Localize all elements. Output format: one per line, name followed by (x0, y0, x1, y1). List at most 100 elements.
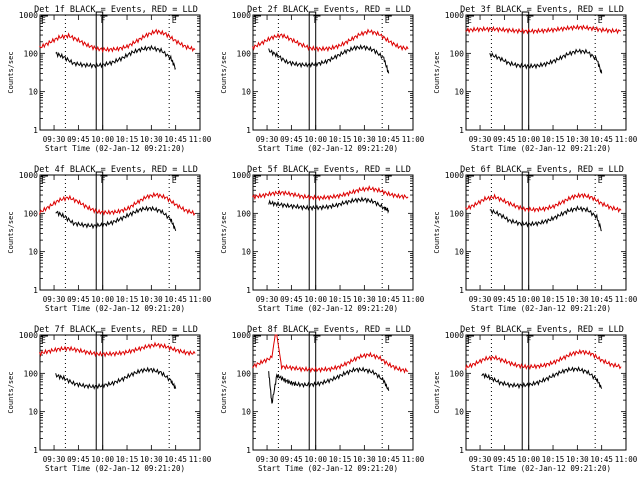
x-tick-label: 10:00 (517, 135, 540, 144)
x-tick-label: 09:45 (280, 455, 303, 464)
lld-series-line (39, 28, 196, 53)
flag-label: E (467, 16, 472, 25)
y-tick-label: 1 (459, 126, 464, 135)
x-tick-label: 10:45 (590, 455, 613, 464)
x-tick-label: 10:15 (329, 455, 352, 464)
flag-label: F (100, 176, 105, 185)
x-tick-label: 11:00 (189, 295, 212, 304)
flag-label: F (313, 16, 318, 25)
x-tick-label: 09:30 (469, 295, 492, 304)
lld-series-line (465, 348, 622, 371)
y-tick-label: 100 (24, 49, 39, 58)
x-tick-label: 10:45 (164, 295, 187, 304)
x-tick-label: 10:45 (590, 135, 613, 144)
x-tick-label: 09:30 (256, 455, 279, 464)
y-tick-label: 10 (28, 408, 38, 417)
flag-label: F (526, 16, 531, 25)
y-tick-label: 1000 (445, 171, 464, 180)
panel-det-2f: Det 2f BLACK = Events, RED = LLD 1 10 100 10… (220, 5, 425, 153)
events-series-line (55, 205, 177, 231)
y-tick-label: 100 (450, 49, 465, 58)
gap-marker-box (521, 331, 530, 451)
panel-det-4f: Det 4f BLACK = Events, RED = LLD 1 10 100 10… (7, 165, 212, 313)
x-tick-label: 11:00 (615, 135, 638, 144)
x-tick-label: 09:30 (469, 455, 492, 464)
flag-label: E (385, 176, 390, 185)
panel-title: Det 9f BLACK = Events, RED = LLD (460, 325, 624, 335)
plot-frame (39, 174, 201, 291)
y-tick-label: 1 (33, 126, 38, 135)
y-tick-label: 1000 (232, 171, 251, 180)
y-tick-label: 1000 (19, 171, 38, 180)
x-tick-label: 10:45 (590, 295, 613, 304)
lld-series-line (252, 334, 409, 374)
x-tick-label: 10:30 (566, 455, 589, 464)
panel-title: Det 1f BLACK = Events, RED = LLD (34, 5, 198, 15)
x-axis-label: Start Time (02-Jan-12 09:21:20) (45, 464, 185, 473)
events-series-line (55, 366, 177, 390)
y-tick-label: 1 (459, 286, 464, 295)
x-axis-label: Start Time (02-Jan-12 09:21:20) (471, 464, 611, 473)
x-tick-label: 10:15 (542, 455, 565, 464)
flag-label: E (41, 176, 46, 185)
y-axis-label: Counts/sec (433, 51, 441, 93)
y-tick-label: 100 (450, 209, 465, 218)
flag-label: E (598, 336, 603, 345)
x-tick-label: 10:30 (566, 295, 589, 304)
x-axis-label: Start Time (02-Jan-12 09:21:20) (258, 464, 398, 473)
plot-frame (465, 14, 627, 131)
x-tick-label: 10:00 (517, 455, 540, 464)
panel-det-7f: Det 7f BLACK = Events, RED = LLD 1 10 100 10… (7, 325, 212, 473)
x-tick-label: 10:45 (164, 455, 187, 464)
x-tick-label: 09:30 (256, 135, 279, 144)
plot-frame (252, 14, 414, 131)
panel-det-6f: Det 6f BLACK = Events, RED = LLD 1 10 100 10… (433, 165, 638, 313)
y-axis-label: Counts/sec (220, 211, 228, 253)
panel-title: Det 4f BLACK = Events, RED = LLD (34, 165, 198, 175)
panel-det-5f: Det 5f BLACK = Events, RED = LLD 1 10 100 10… (220, 165, 425, 313)
panel-title: Det 6f BLACK = Events, RED = LLD (460, 165, 624, 175)
y-axis-label: Counts/sec (433, 211, 441, 253)
y-tick-label: 1000 (445, 11, 464, 20)
x-axis-label: Start Time (02-Jan-12 09:21:20) (45, 304, 185, 313)
y-tick-label: 1000 (232, 11, 251, 20)
flag-label: E (254, 336, 259, 345)
y-tick-label: 1 (246, 286, 251, 295)
y-tick-label: 100 (450, 369, 465, 378)
x-tick-label: 10:45 (164, 135, 187, 144)
x-tick-label: 11:00 (615, 295, 638, 304)
x-tick-label: 10:15 (329, 295, 352, 304)
y-tick-label: 100 (24, 369, 39, 378)
x-tick-label: 10:15 (116, 135, 139, 144)
flag-label: E (385, 16, 390, 25)
y-axis-label: Counts/sec (220, 371, 228, 413)
events-series-line (268, 44, 390, 74)
flag-label: F (100, 336, 105, 345)
panel-title: Det 2f BLACK = Events, RED = LLD (247, 5, 411, 15)
plot-frame (465, 334, 627, 451)
gap-marker-box (308, 171, 317, 291)
x-tick-label: 10:30 (140, 455, 163, 464)
y-tick-label: 10 (454, 88, 464, 97)
y-axis-label: Counts/sec (7, 211, 15, 253)
y-axis-label: Counts/sec (433, 371, 441, 413)
x-tick-label: 11:00 (402, 295, 425, 304)
y-axis-label: Counts/sec (220, 51, 228, 93)
flag-label: E (598, 176, 603, 185)
x-tick-label: 10:30 (353, 455, 376, 464)
x-tick-label: 10:45 (377, 135, 400, 144)
lld-series-line (252, 28, 409, 53)
x-tick-label: 10:45 (377, 295, 400, 304)
y-tick-label: 10 (454, 408, 464, 417)
y-tick-label: 10 (28, 88, 38, 97)
x-tick-label: 10:15 (329, 135, 352, 144)
x-tick-label: 10:30 (140, 295, 163, 304)
y-axis-label: Counts/sec (7, 371, 15, 413)
x-tick-label: 09:45 (493, 135, 516, 144)
gap-marker-box (308, 11, 317, 131)
y-tick-label: 100 (237, 209, 252, 218)
plot-frame (39, 14, 201, 131)
y-axis-label: Counts/sec (7, 51, 15, 93)
